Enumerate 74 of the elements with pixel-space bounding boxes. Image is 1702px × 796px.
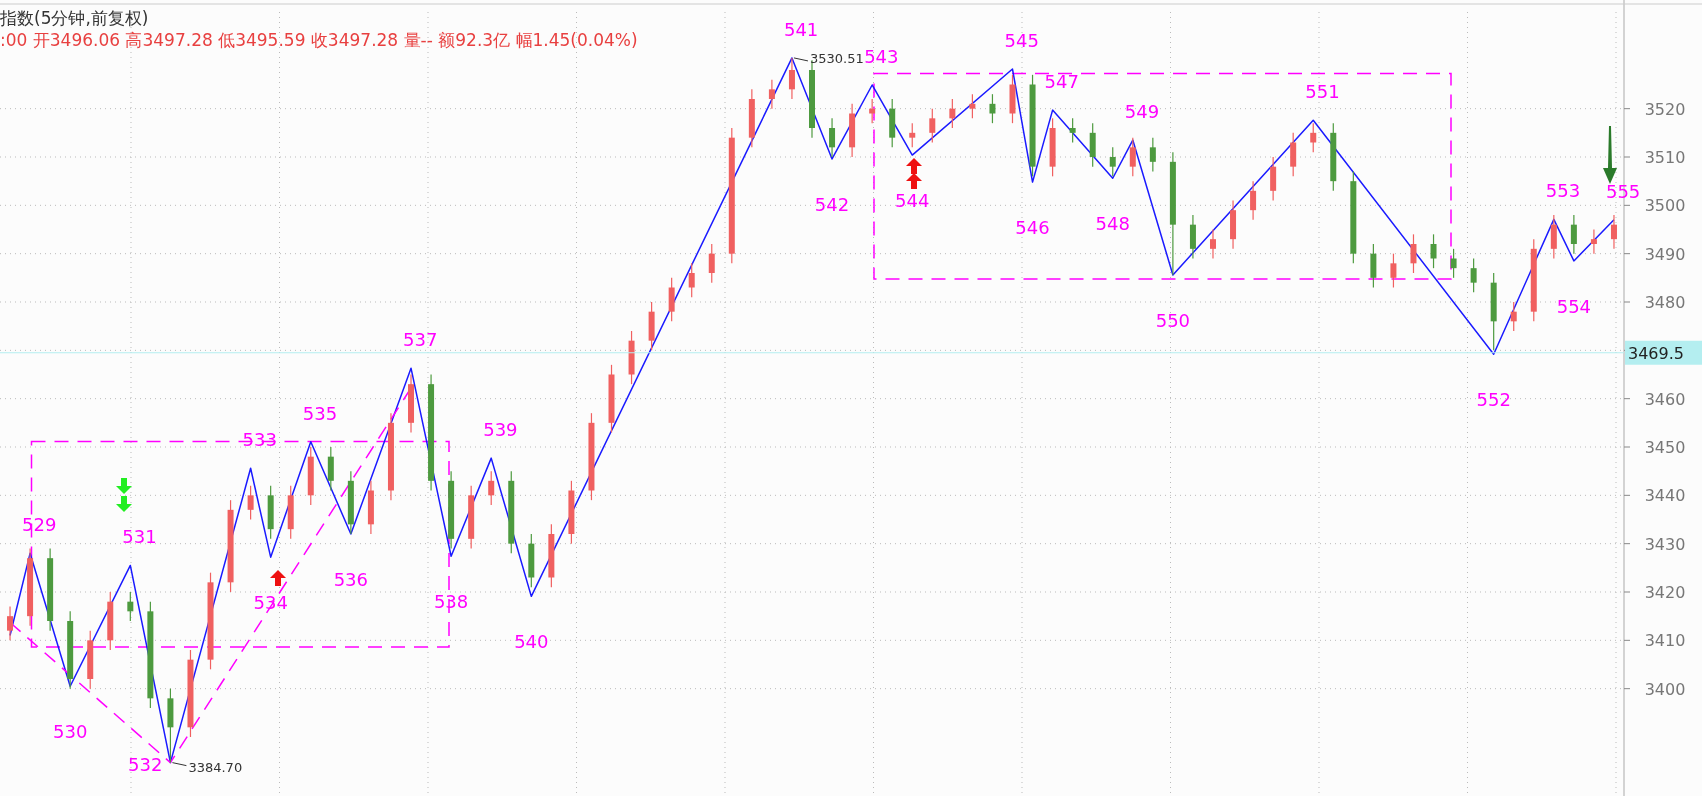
candlestick bbox=[1590, 228, 1597, 255]
candlestick bbox=[247, 485, 254, 521]
candlestick bbox=[1129, 137, 1136, 177]
y-tick-label: 3400 bbox=[1644, 679, 1686, 699]
candlestick bbox=[488, 470, 495, 506]
y-tick-label: 3430 bbox=[1644, 534, 1686, 554]
annotation: 547 bbox=[1044, 71, 1079, 93]
y-tick-label: 3440 bbox=[1644, 486, 1686, 506]
candlestick bbox=[1410, 233, 1417, 274]
candlestick bbox=[829, 117, 836, 158]
y-tick-label: 3460 bbox=[1644, 389, 1686, 409]
chart-title: 指数(5分钟,前复权) bbox=[0, 8, 149, 28]
annotation: 554 bbox=[1556, 295, 1592, 317]
y-tick-label: 3480 bbox=[1644, 293, 1686, 312]
candlestick bbox=[1149, 137, 1156, 173]
candlestick bbox=[788, 57, 795, 100]
candlestick bbox=[7, 605, 14, 641]
candlestick bbox=[1510, 301, 1517, 332]
annotation: 531 bbox=[122, 526, 157, 548]
annotation: 549 bbox=[1124, 101, 1160, 123]
y-tick-label: 3490 bbox=[1644, 244, 1686, 264]
annotation: 536 bbox=[333, 569, 369, 590]
candlestick bbox=[929, 108, 936, 144]
annotation: 3384.70 bbox=[188, 759, 243, 775]
candlestick bbox=[1250, 180, 1257, 221]
candlestick bbox=[989, 93, 996, 124]
candlestick bbox=[1109, 146, 1116, 177]
candlestick bbox=[768, 79, 775, 110]
annotation: 550 bbox=[1155, 309, 1191, 331]
annotation: 535 bbox=[302, 402, 338, 424]
candlestick bbox=[909, 122, 916, 148]
annotation: 3530.51 bbox=[809, 50, 864, 66]
candlestick bbox=[127, 591, 134, 622]
annotation: 546 bbox=[1015, 217, 1050, 239]
annotation: 543 bbox=[864, 45, 899, 67]
candlestick bbox=[1069, 117, 1076, 144]
y-tick-label: 3450 bbox=[1644, 438, 1686, 457]
candlestick bbox=[1450, 248, 1457, 279]
annotation: 539 bbox=[483, 419, 518, 441]
y-tick-label: 3520 bbox=[1644, 99, 1686, 119]
y-tick-label: 3510 bbox=[1644, 148, 1686, 167]
annotation: 537 bbox=[403, 329, 438, 351]
candlestick bbox=[1470, 257, 1477, 293]
text: :00 开3496.06 高3497.28 低3495.59 收3497.28 量-- 额92.3亿 幅1.45(0.04%) bbox=[0, 30, 638, 50]
annotation: 542 bbox=[814, 193, 850, 215]
candlestick bbox=[1430, 233, 1437, 269]
candlestick bbox=[1310, 122, 1317, 153]
annotation: 545 bbox=[1004, 30, 1039, 52]
annotation: 548 bbox=[1095, 213, 1130, 235]
candlestick bbox=[1570, 214, 1577, 255]
annotation: 551 bbox=[1305, 81, 1340, 103]
candlestick bbox=[969, 93, 976, 119]
y-tick-label: 3420 bbox=[1644, 583, 1686, 602]
y-tick-label: 3410 bbox=[1644, 631, 1686, 651]
candlestick bbox=[708, 243, 715, 284]
candlestick bbox=[869, 98, 876, 124]
y-tick-label: 3500 bbox=[1644, 196, 1686, 216]
annotation: 530 bbox=[52, 721, 88, 743]
candlestick bbox=[949, 98, 956, 129]
candlestick bbox=[1610, 214, 1617, 250]
candlestick bbox=[1390, 253, 1397, 289]
annotation: 529 bbox=[22, 514, 57, 536]
annotation: 538 bbox=[433, 591, 469, 613]
annotation: 540 bbox=[514, 631, 549, 653]
annotation: 553 bbox=[1545, 180, 1581, 202]
ref-line-label: 3469.5 bbox=[1628, 343, 1684, 363]
candlestick bbox=[1209, 228, 1216, 260]
annotation: 552 bbox=[1476, 389, 1511, 411]
annotation: 541 bbox=[783, 18, 819, 40]
annotation: 555 bbox=[1605, 180, 1641, 202]
annotation: 534 bbox=[253, 592, 288, 614]
candlestick bbox=[688, 262, 695, 298]
annotation: 532 bbox=[128, 753, 163, 775]
annotation: 544 bbox=[895, 190, 930, 212]
